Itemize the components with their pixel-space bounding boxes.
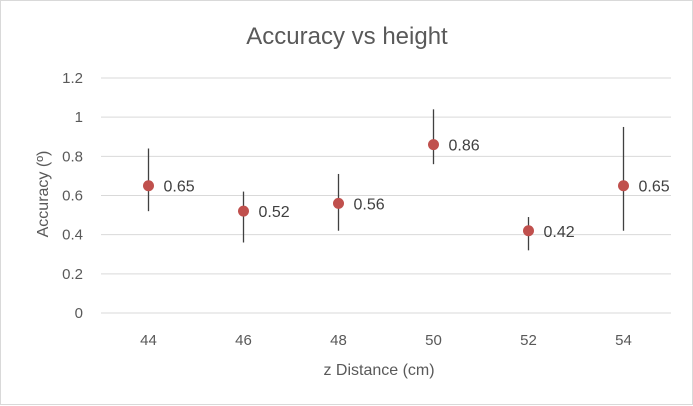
y-axis-ticks: 0 0.2 0.4 0.6 0.8 1 1.2 — [62, 70, 83, 322]
data-label: 0.65 — [639, 179, 670, 196]
y-tick-label: 0.2 — [62, 266, 83, 283]
x-tick-label: 44 — [140, 332, 157, 349]
x-axis-title: z Distance (cm) — [323, 362, 434, 379]
data-label: 0.65 — [164, 179, 195, 196]
y-tick-label: 0.4 — [62, 227, 83, 244]
x-tick-label: 54 — [615, 332, 632, 349]
x-tick-label: 48 — [330, 332, 347, 349]
data-label: 0.86 — [449, 138, 480, 155]
data-labels: 0.65 0.52 0.56 0.86 0.42 0.65 — [164, 138, 670, 241]
data-point — [618, 180, 629, 192]
data-label: 0.56 — [354, 196, 385, 213]
chart-title: Accuracy vs height — [246, 23, 448, 50]
error-bars — [147, 109, 625, 251]
y-tick-label: 1.2 — [62, 70, 83, 87]
data-label: 0.52 — [259, 204, 290, 221]
data-point — [238, 205, 249, 217]
gridlines — [101, 77, 671, 314]
y-tick-label: 1 — [75, 109, 83, 126]
x-axis-ticks: 44 46 48 50 52 54 — [140, 332, 632, 349]
data-label: 0.42 — [544, 224, 575, 241]
y-tick-label: 0 — [75, 305, 83, 322]
x-tick-label: 46 — [235, 332, 252, 349]
data-point — [523, 225, 534, 237]
data-point — [143, 180, 154, 192]
data-point — [333, 197, 344, 209]
y-axis-title: Accuracy (º) — [35, 151, 52, 238]
data-point — [428, 139, 439, 151]
x-tick-label: 50 — [425, 332, 442, 349]
y-tick-label: 0.6 — [62, 188, 83, 205]
data-points — [143, 139, 629, 237]
x-tick-label: 52 — [520, 332, 537, 349]
y-tick-label: 0.8 — [62, 148, 83, 165]
